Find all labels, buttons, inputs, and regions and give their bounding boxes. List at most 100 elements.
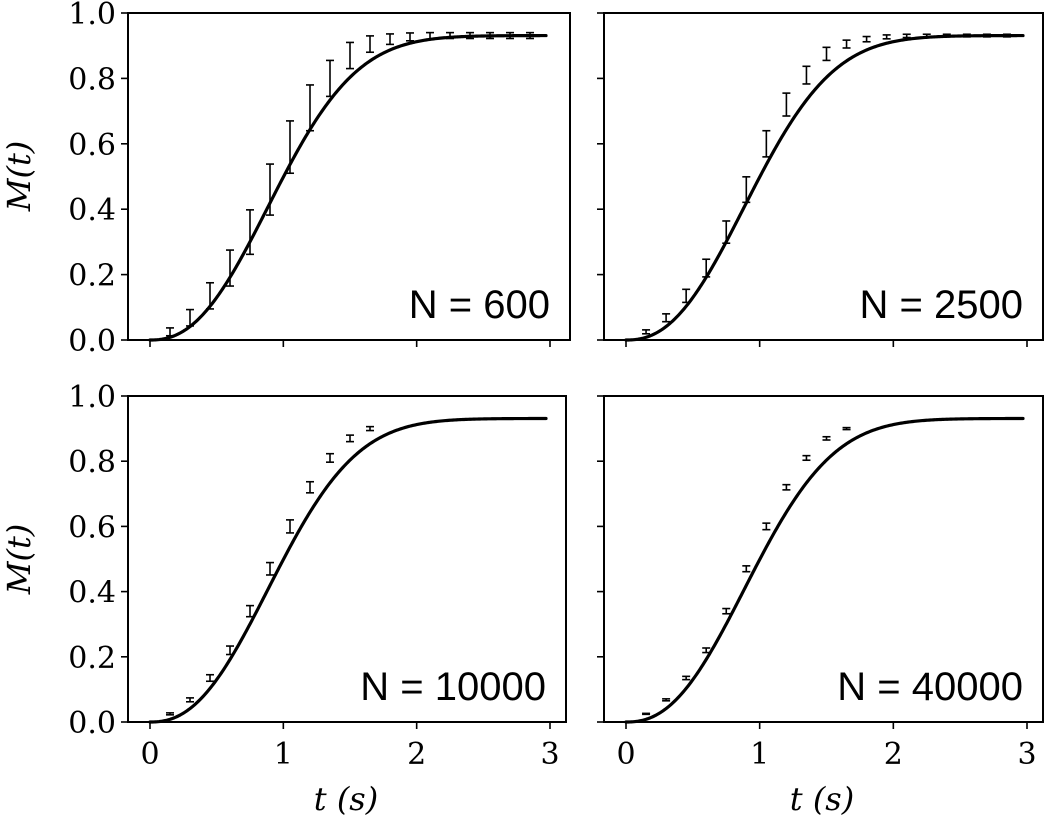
error-bar: [246, 604, 254, 618]
error-bar: [842, 426, 851, 431]
error-bar: [306, 84, 314, 132]
error-bar: [186, 308, 194, 327]
error-bar: [942, 33, 951, 38]
error-bar: [366, 425, 374, 432]
y-tick-label: 0.8: [68, 62, 116, 97]
error-bar: [226, 645, 234, 656]
error-bar: [702, 647, 711, 654]
error-bar: [266, 163, 274, 216]
error-bar: [166, 327, 174, 337]
panel-n40000: 0 1 2 3 N = 40000: [597, 395, 1044, 772]
error-bar: [1002, 33, 1011, 38]
error-bar: [346, 41, 354, 70]
error-bar: [742, 565, 751, 573]
error-bar: [466, 31, 474, 40]
x-tick-label: 0: [616, 737, 635, 772]
error-bar: [386, 33, 394, 46]
y-tick-label: 0.2: [68, 259, 116, 294]
error-bar: [682, 288, 691, 304]
model-curve: [148, 33, 548, 342]
error-bar: [722, 607, 731, 615]
error-bar: [286, 519, 294, 534]
x-tick-label: 1: [750, 737, 769, 772]
error-bar: [702, 258, 711, 278]
error-bar: [662, 313, 671, 323]
error-bar: [842, 39, 851, 49]
error-bar: [446, 31, 454, 40]
error-bar: [426, 31, 434, 40]
y-tick-label: 0.6: [68, 510, 116, 545]
error-bar: [226, 249, 234, 287]
error-bar: [246, 209, 254, 256]
y-tick-label: 0.6: [68, 128, 116, 163]
error-bar: [922, 33, 931, 38]
error-bar: [782, 483, 791, 491]
error-bar: [722, 220, 731, 245]
error-bar: [802, 454, 811, 462]
sample-size-annotation: N = 2500: [860, 283, 1023, 327]
error-bar: [206, 673, 214, 683]
error-bar: [206, 281, 214, 310]
error-bar: [166, 712, 174, 716]
axes-frame: [603, 395, 1044, 723]
y-tick-label: 0.0: [68, 324, 116, 359]
model-curve: [624, 416, 1025, 724]
error-bar: [406, 32, 414, 42]
x-axis-label-right: t (s): [790, 780, 854, 818]
y-tick-label: 0.4: [68, 576, 116, 611]
y-tick-label: 0.4: [68, 193, 116, 228]
y-tick-label: 1.0: [68, 380, 116, 415]
error-bar: [642, 712, 651, 716]
error-bar: [306, 480, 314, 494]
error-bar: [762, 129, 771, 158]
model-curve: [148, 416, 548, 724]
error-bar: [286, 120, 294, 175]
error-bar: [682, 675, 691, 681]
error-bar: [642, 329, 651, 335]
x-tick-label: 3: [1017, 737, 1036, 772]
y-axis-label-bottom: M(t): [0, 524, 38, 596]
error-bar: [782, 92, 791, 117]
model-curve: [624, 33, 1025, 342]
error-bar: [266, 561, 274, 576]
error-bar: [326, 59, 334, 98]
panel-n600: 0.0 0.2 0.4 0.6 0.8 1.0 N = 600: [68, 0, 571, 359]
sample-size-annotation: N = 600: [409, 283, 550, 327]
error-bar: [802, 65, 811, 85]
error-bar: [186, 697, 194, 703]
panel-n2500: N = 2500: [597, 12, 1044, 347]
y-tick-label: 0.2: [68, 641, 116, 676]
error-bar: [326, 452, 334, 463]
y-tick-label: 0.8: [68, 445, 116, 480]
x-tick-label: 0: [140, 737, 159, 772]
panel-n10000: 0.0 0.2 0.4 0.6 0.8 1.0 0 1 2 3 N = 10000: [68, 380, 567, 772]
error-bar: [662, 698, 671, 702]
x-tick-label: 3: [540, 737, 559, 772]
error-bar: [346, 434, 354, 443]
error-bar: [762, 522, 771, 531]
error-bar: [822, 46, 831, 62]
error-bar: [882, 34, 891, 40]
error-bar: [822, 435, 831, 441]
y-tick-label: 0.0: [68, 706, 116, 741]
x-tick-label: 2: [407, 737, 426, 772]
error-bar: [982, 33, 991, 38]
axes-frame: [603, 12, 1044, 341]
sample-size-annotation: N = 10000: [360, 665, 546, 709]
error-bar: [486, 31, 494, 40]
axes-frame: [127, 12, 571, 341]
sample-size-annotation: N = 40000: [837, 665, 1023, 709]
x-axis-label-left: t (s): [314, 780, 378, 818]
error-bar: [526, 31, 534, 40]
error-bar: [366, 35, 374, 54]
y-axis-label-top: M(t): [0, 141, 38, 213]
error-bar: [862, 35, 871, 43]
error-bar: [742, 176, 751, 204]
y-tick-label: 1.0: [68, 0, 116, 32]
axes-frame: [127, 395, 567, 723]
x-tick-label: 1: [274, 737, 293, 772]
error-bar: [962, 33, 971, 38]
error-bar: [902, 33, 911, 39]
x-tick-label: 2: [884, 737, 903, 772]
